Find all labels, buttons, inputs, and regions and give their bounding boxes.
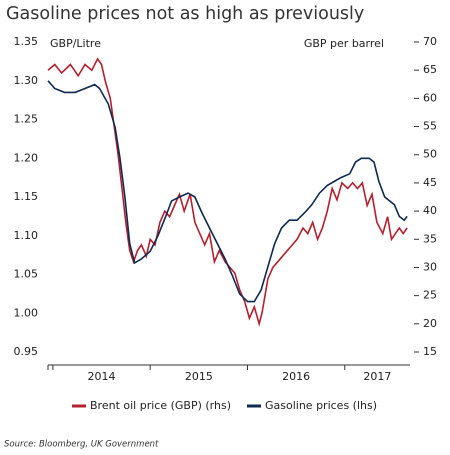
y-tick-label: 1.10 (14, 229, 39, 242)
y-axis-label: GBP/Litre (50, 37, 101, 50)
y2-tick-label: 70 (423, 35, 437, 48)
chart-title: Gasoline prices not as high as previousl… (6, 4, 364, 24)
y2-tick-label: 55 (423, 120, 437, 133)
x-tick-label: 2015 (185, 370, 213, 383)
y2-tick-label: 45 (423, 176, 437, 189)
y2-tick-label: 65 (423, 63, 437, 76)
y-tick-label: 0.95 (14, 345, 39, 358)
line-series (47, 80, 408, 303)
y-tick-label: 1.25 (14, 113, 39, 126)
legend-label: Gasoline prices (lhs) (265, 399, 377, 412)
line-series (47, 57, 408, 327)
y-tick-label: 1.15 (14, 190, 39, 203)
y-tick-label: 1.35 (14, 35, 39, 48)
y2-tick-label: 35 (423, 232, 437, 245)
y2-tick-label: 25 (423, 289, 437, 302)
source: Source: Bloomberg, UK Government (4, 440, 159, 450)
legend-label: Brent oil price (GBP) (rhs) (90, 399, 231, 412)
y-tick-label: 1.05 (14, 268, 39, 281)
y2-tick-label: 50 (423, 148, 437, 161)
y-tick-label: 1.30 (14, 74, 39, 87)
x-tick-label: 2014 (88, 370, 116, 383)
y-tick-label: 1.20 (14, 151, 39, 164)
y2-tick-label: 40 (423, 204, 437, 217)
y-tick-label: 1.00 (14, 306, 39, 319)
y2-tick-label: 15 (423, 345, 437, 358)
y2-tick-label: 60 (423, 91, 437, 104)
y2-axis-label: GBP per barrel (304, 37, 384, 50)
y2-tick-label: 20 (423, 317, 437, 330)
y2-tick-label: 30 (423, 260, 437, 273)
x-tick-label: 2017 (363, 370, 391, 383)
x-tick-label: 2016 (282, 370, 310, 383)
